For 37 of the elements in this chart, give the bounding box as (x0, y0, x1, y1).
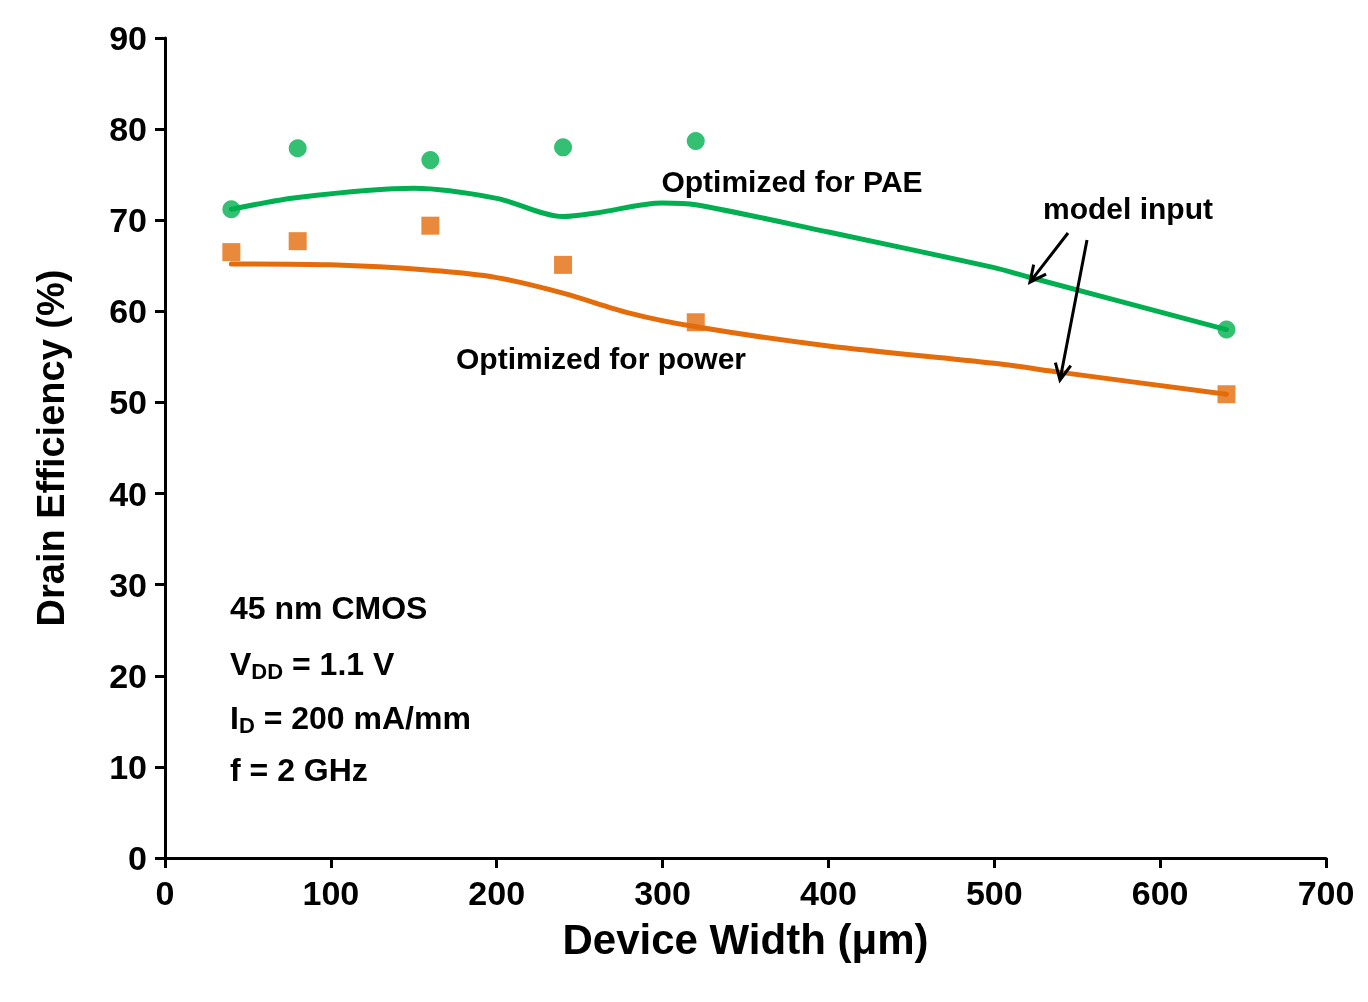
y-tick-label: 30 (109, 565, 147, 604)
point (288, 139, 307, 158)
point (288, 232, 307, 251)
point (686, 313, 705, 332)
x-tick-label: 100 (302, 874, 360, 912)
point (421, 216, 440, 235)
x-tick-label: 500 (965, 874, 1023, 912)
x-tick-label: 200 (468, 874, 526, 912)
y-tick-label: 70 (109, 201, 147, 240)
y-tick-label: 40 (109, 474, 147, 513)
point (421, 151, 440, 170)
annotation: model input (1043, 191, 1213, 225)
annotation: Optimized for power (455, 341, 747, 375)
y-tick-label: 90 (109, 19, 147, 57)
x-tick-label: 600 (1131, 874, 1189, 912)
x-tick-label: 700 (1297, 874, 1355, 912)
y-tick-label: 50 (109, 383, 147, 422)
y-axis-title: Drain Efficiency (%) (30, 269, 72, 627)
y-tick-label: 10 (109, 747, 147, 786)
x-tick-label: 0 (155, 874, 175, 912)
x-tick-label: 300 (634, 874, 691, 912)
y-tick-label: 80 (109, 110, 147, 149)
annotation: 45 nm CMOS (230, 590, 428, 626)
point (222, 243, 241, 262)
annotation: f = 2 GHz (230, 752, 368, 788)
point (554, 255, 573, 274)
point (222, 200, 241, 219)
x-axis-title: Device Width (μm) (562, 915, 929, 963)
x-tick-label: 400 (800, 874, 857, 912)
y-tick-label: 0 (128, 839, 147, 877)
y-tick-label: 60 (109, 292, 147, 331)
point (554, 138, 573, 157)
point (1217, 320, 1236, 339)
point (686, 131, 705, 150)
y-tick-label: 20 (109, 656, 147, 695)
annotation: Optimized for PAE (661, 164, 923, 198)
point (1217, 385, 1236, 404)
